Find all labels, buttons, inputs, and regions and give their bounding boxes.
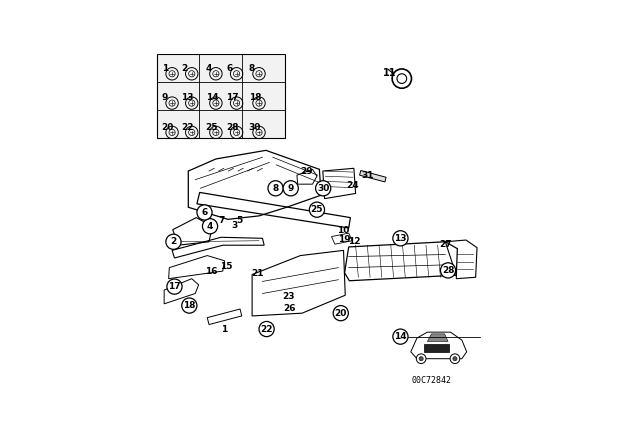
Circle shape: [333, 306, 348, 321]
Circle shape: [393, 329, 408, 344]
Text: 22: 22: [260, 324, 273, 334]
Text: 26: 26: [283, 304, 296, 313]
Text: 1: 1: [162, 64, 168, 73]
Text: 9: 9: [287, 184, 294, 193]
Text: 14: 14: [394, 332, 407, 341]
Text: 6: 6: [202, 208, 207, 217]
Circle shape: [259, 322, 274, 336]
Text: 21: 21: [251, 269, 264, 278]
Text: 17: 17: [168, 282, 181, 291]
Text: 25: 25: [310, 205, 323, 214]
Text: 28: 28: [442, 266, 454, 275]
Text: 9: 9: [162, 94, 168, 103]
Circle shape: [440, 263, 456, 278]
Circle shape: [416, 354, 426, 363]
Circle shape: [419, 357, 423, 361]
Text: 29: 29: [300, 167, 313, 176]
Text: 4: 4: [205, 64, 212, 73]
Circle shape: [283, 181, 298, 196]
Text: 18: 18: [183, 301, 196, 310]
Circle shape: [453, 357, 457, 361]
Circle shape: [450, 354, 460, 363]
Text: 1: 1: [221, 325, 228, 334]
Text: 27: 27: [440, 240, 452, 249]
Text: 22: 22: [181, 123, 194, 132]
Text: 24: 24: [346, 181, 358, 190]
Text: 30: 30: [317, 184, 330, 193]
Circle shape: [393, 231, 408, 246]
Text: 5: 5: [236, 215, 242, 224]
Text: 15: 15: [220, 263, 232, 271]
Text: 10: 10: [337, 226, 349, 235]
Circle shape: [166, 234, 181, 250]
Text: 19: 19: [339, 235, 351, 244]
Circle shape: [309, 202, 324, 217]
Circle shape: [202, 219, 218, 234]
Text: 11: 11: [383, 68, 396, 78]
Text: 3: 3: [231, 221, 237, 230]
Text: 8: 8: [249, 64, 255, 73]
Bar: [157, 54, 285, 138]
Text: 31: 31: [362, 171, 374, 180]
Text: 30: 30: [249, 123, 261, 132]
Text: 17: 17: [226, 94, 239, 103]
Text: 16: 16: [205, 267, 218, 276]
Text: 14: 14: [205, 94, 218, 103]
Text: 25: 25: [205, 123, 218, 132]
Text: 2: 2: [170, 237, 177, 246]
Text: 12: 12: [348, 237, 360, 246]
Text: 4: 4: [207, 222, 213, 231]
Polygon shape: [428, 334, 448, 341]
Text: 13: 13: [181, 94, 194, 103]
Circle shape: [197, 205, 212, 220]
Text: 7: 7: [219, 215, 225, 224]
Text: 28: 28: [226, 123, 239, 132]
Text: 20: 20: [162, 123, 174, 132]
Circle shape: [316, 181, 331, 196]
Circle shape: [182, 298, 197, 313]
Text: 00C72842: 00C72842: [412, 376, 451, 385]
Circle shape: [268, 181, 283, 196]
Circle shape: [167, 279, 182, 294]
Text: 6: 6: [226, 64, 232, 73]
Polygon shape: [360, 171, 386, 182]
Text: 20: 20: [335, 309, 347, 318]
Polygon shape: [424, 344, 449, 352]
Text: 18: 18: [249, 94, 261, 103]
Text: 8: 8: [273, 184, 278, 193]
Text: 2: 2: [181, 64, 188, 73]
Text: 13: 13: [394, 234, 406, 243]
Text: 23: 23: [282, 293, 294, 302]
